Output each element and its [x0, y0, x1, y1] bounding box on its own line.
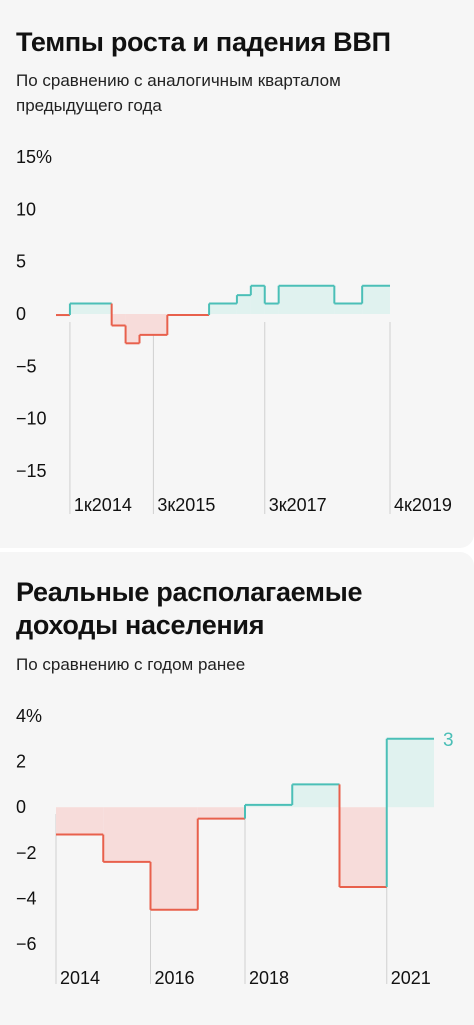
x-tick-label: 2016	[155, 968, 195, 988]
area-fill-segment	[386, 738, 434, 808]
area-fill-segment	[56, 807, 104, 835]
x-tick-label: 2021	[391, 968, 431, 988]
area-fill-segment	[334, 303, 363, 314]
area-fill-segment	[292, 784, 340, 808]
y-tick-label: 4%	[16, 706, 42, 726]
gdp-chart-plot: 15% 10 5 0 −5 −10 −15 1к2014 3к2015 3к2017 4к2019	[16, 147, 452, 515]
area-fill-segment	[111, 314, 126, 326]
area-fill-segment	[264, 303, 279, 314]
chart-title: Темпы роста и падения ВВП	[16, 27, 391, 57]
area-fill-segment	[69, 303, 112, 314]
y-tick-label: 5	[16, 252, 26, 272]
x-tick-label: 2014	[60, 968, 100, 988]
y-tick-label: −6	[16, 934, 37, 954]
y-tick-label: −4	[16, 888, 37, 908]
area-fill-segment	[362, 285, 390, 314]
x-tick-label: 1к2014	[74, 495, 132, 515]
y-tick-label: 15%	[16, 147, 52, 167]
y-tick-label: 10	[16, 199, 36, 219]
area-fill-segment	[278, 285, 335, 314]
y-tick-label: −15	[16, 461, 47, 481]
chart-subtitle: По сравнению с годом ранее	[16, 655, 246, 674]
x-tick-label: 3к2017	[269, 495, 327, 515]
area-fill-segment	[139, 314, 168, 335]
chart-subtitle: По сравнению с аналогичным кварталом пре…	[16, 71, 341, 115]
area-fill-segment	[236, 295, 251, 314]
y-tick-label: 2	[16, 752, 26, 772]
income-chart-plot: 4% 2 0 −2 −4 −6 2014 2016 2018 2021 3	[16, 706, 454, 988]
area-fill-segment	[250, 285, 265, 314]
area-fill-segment	[245, 804, 293, 808]
area-fill-segment	[209, 303, 237, 314]
x-tick-label: 3к2015	[157, 495, 215, 515]
area-fill-segment	[125, 314, 140, 344]
x-tick-label: 4к2019	[394, 495, 452, 515]
y-tick-label: −10	[16, 409, 47, 429]
y-tick-label: 0	[16, 304, 26, 324]
y-tick-label: −5	[16, 356, 37, 376]
area-fill-segment	[150, 807, 198, 910]
end-value-label: 3	[443, 730, 454, 751]
x-tick-label: 2018	[249, 968, 289, 988]
area-fill-segment	[197, 807, 245, 819]
y-tick-label: −2	[16, 843, 37, 863]
income-chart-card: Реальные располагаемые доходы населения …	[0, 552, 474, 1025]
chart-title: Реальные располагаемые доходы населения	[16, 577, 363, 640]
area-fill-segment	[339, 807, 387, 887]
gdp-chart-card: Темпы роста и падения ВВП По сравнению с…	[16, 27, 452, 515]
y-tick-label: 0	[16, 797, 26, 817]
area-fill-segment	[103, 807, 151, 862]
